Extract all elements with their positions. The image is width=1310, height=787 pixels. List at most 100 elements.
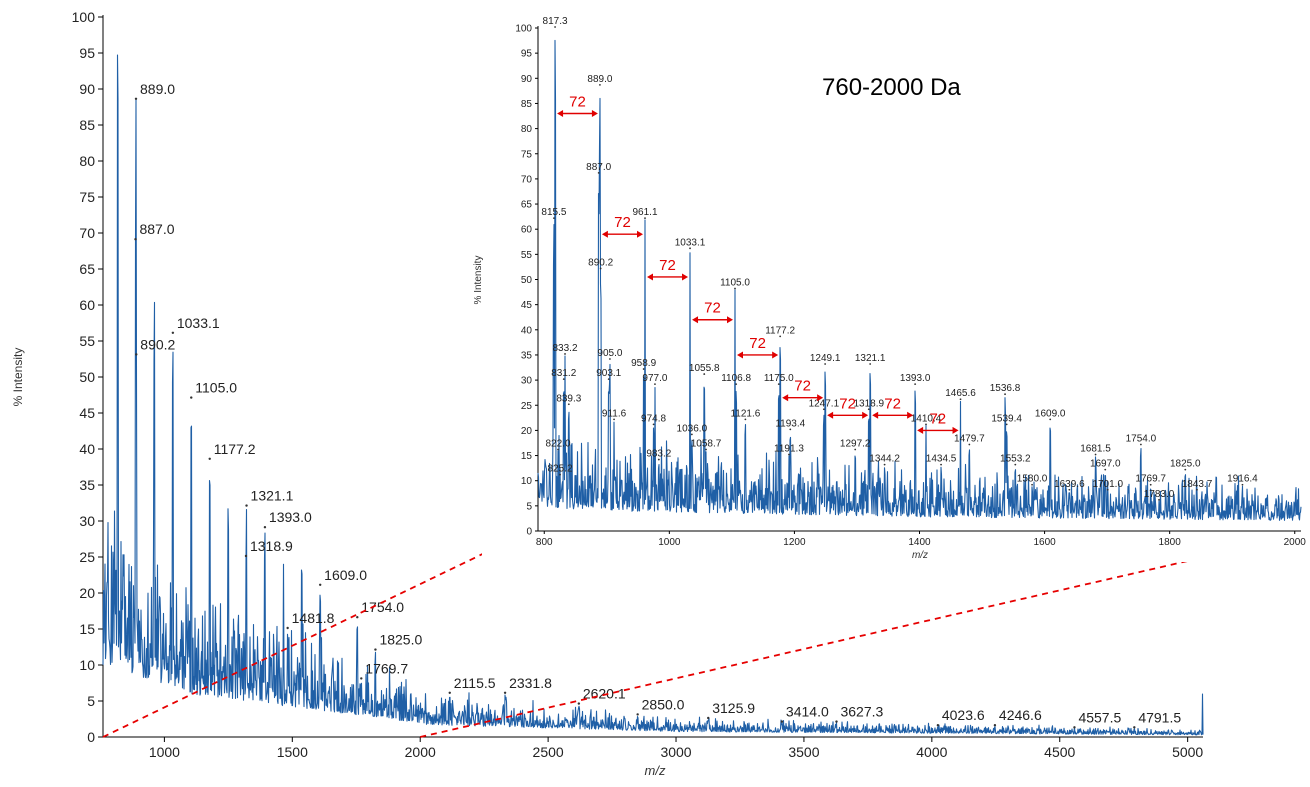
inset-y-tick-label: 85 — [521, 99, 533, 110]
main-x-tick-label: 2500 — [533, 744, 564, 760]
main-x-tick-label: 2000 — [405, 744, 436, 760]
inset-peak-marker — [940, 463, 942, 466]
main-x-tick-label: 5000 — [1172, 744, 1203, 760]
inset-peak-label: 961.1 — [632, 207, 657, 218]
inset-peak-label: 1193.4 — [775, 418, 805, 429]
main-y-tick-label: 80 — [79, 153, 95, 169]
inset-peak-marker — [789, 428, 792, 431]
inset-peak-marker — [1158, 498, 1160, 501]
main-peak-label: 1105.0 — [195, 380, 237, 396]
inset-peak-label: 905.0 — [597, 348, 622, 359]
main-peak-marker — [244, 554, 248, 558]
inset-peak-marker — [607, 378, 610, 380]
inset-peak-label: 1553.2 — [1000, 454, 1031, 465]
inset-peak-label: 1681.5 — [1080, 444, 1111, 455]
gap-label: 72 — [794, 378, 811, 395]
inset-peak-marker — [652, 423, 655, 426]
main-peak-marker — [286, 626, 289, 630]
inset-peak-label: 1754.0 — [1126, 433, 1157, 444]
inset-peak-marker — [959, 398, 962, 401]
inset-peak-label: 1321.1 — [855, 353, 886, 364]
inset-peak-label: 1058.7 — [691, 439, 722, 450]
main-peak-marker — [190, 396, 193, 399]
inset-peak-label: 1697.0 — [1090, 459, 1121, 470]
inset-peak-marker — [1184, 468, 1187, 471]
inset-peak-marker — [657, 458, 660, 461]
main-peak-marker — [356, 616, 359, 619]
inset-y-tick-label: 15 — [521, 451, 533, 462]
inset-peak-label: 1249.1 — [810, 353, 841, 364]
inset-peak-label: 1639.6 — [1054, 479, 1085, 490]
inset-peak-label: 817.3 — [543, 16, 568, 27]
main-peak-marker — [503, 691, 507, 694]
inset-x-tick-label: 1800 — [1159, 537, 1182, 548]
main-peak-label: 1769.7 — [365, 660, 408, 676]
inset-x-tick-label: 800 — [536, 537, 553, 548]
inset-y-tick-label: 60 — [521, 225, 533, 236]
main-peak-label: 1318.9 — [250, 538, 293, 554]
inset-peak-label: 1769.7 — [1135, 474, 1166, 485]
inset-peak-marker — [554, 26, 556, 28]
main-peak-marker — [993, 724, 997, 727]
inset-peak-label: 1344.2 — [869, 454, 900, 465]
inset-peak-label: 815.5 — [541, 207, 566, 218]
gap-arrow-head-left — [917, 426, 924, 434]
inset-peak-marker — [1106, 488, 1109, 491]
gap-arrow-head-left — [557, 110, 564, 118]
inset-peak-marker — [779, 335, 782, 338]
inset-y-tick-label: 70 — [521, 174, 533, 185]
gap-arrow-head-right — [637, 230, 644, 238]
inset-peak-label: 1175.0 — [764, 373, 794, 384]
inset-y-tick-label: 0 — [526, 527, 532, 538]
inset-peak-label: 958.9 — [631, 358, 656, 369]
inset-y-tick-label: 5 — [526, 501, 532, 512]
main-peak-marker — [318, 583, 322, 586]
gap-arrow-head-right — [772, 351, 779, 359]
inset-peak-label: 1177.2 — [765, 325, 795, 336]
inset-peak-marker — [925, 423, 927, 426]
main-peak-marker — [1073, 726, 1076, 729]
main-peak-label: 1825.0 — [379, 632, 422, 648]
inset-peak-label: 977.0 — [642, 373, 667, 384]
inset-x-tick-label: 1400 — [908, 537, 931, 548]
inset-y-tick-label: 55 — [521, 250, 533, 261]
main-peak-label: 1609.0 — [324, 567, 367, 583]
main-peak-marker — [263, 526, 267, 529]
main-y-tick-label: 35 — [79, 477, 95, 493]
inset-peak-label: 1609.0 — [1035, 408, 1066, 419]
main-peak-marker — [171, 331, 175, 334]
main-y-tick-label: 20 — [79, 585, 95, 601]
inset-peak-label: 839.3 — [556, 393, 581, 404]
inset-peak-marker — [1094, 453, 1097, 456]
gap-label: 72 — [569, 94, 586, 111]
main-peak-label: 1393.0 — [269, 509, 312, 525]
inset-peak-marker — [788, 453, 790, 456]
main-peak-marker — [360, 677, 363, 680]
main-x-tick-label: 1500 — [277, 744, 308, 760]
inset-peak-label: 1843.7 — [1182, 479, 1213, 490]
main-peak-label: 4791.5 — [1138, 709, 1181, 725]
main-peak-label: 2331.8 — [509, 675, 552, 691]
inset-peak-marker — [1104, 468, 1107, 471]
inset-peak-marker — [1241, 483, 1244, 486]
inset-peak-marker — [654, 383, 656, 386]
inset-peak-marker — [644, 217, 646, 220]
main-peak-marker — [780, 720, 784, 723]
inset-y-tick-label: 20 — [521, 426, 533, 437]
main-y-tick-label: 65 — [79, 261, 95, 277]
gap-label: 72 — [929, 410, 946, 427]
main-y-tick-label: 70 — [79, 225, 95, 241]
inset-peak-label: 825.2 — [547, 464, 572, 475]
gap-arrow-head-right — [952, 426, 959, 434]
main-peak-label: 2115.5 — [454, 675, 496, 691]
gap-arrow-head-right — [727, 316, 734, 324]
gap-arrow-head-left — [827, 411, 834, 419]
inset-peak-marker — [564, 353, 566, 355]
main-y-tick-label: 30 — [79, 513, 95, 529]
main-peak-label: 4557.5 — [1078, 709, 1121, 725]
inset-x-tick-label: 1000 — [658, 537, 681, 548]
gap-label: 72 — [749, 335, 766, 352]
main-peak-marker — [374, 648, 377, 651]
inset-peak-marker — [883, 463, 886, 466]
inset-peak-label: 911.6 — [602, 408, 627, 419]
